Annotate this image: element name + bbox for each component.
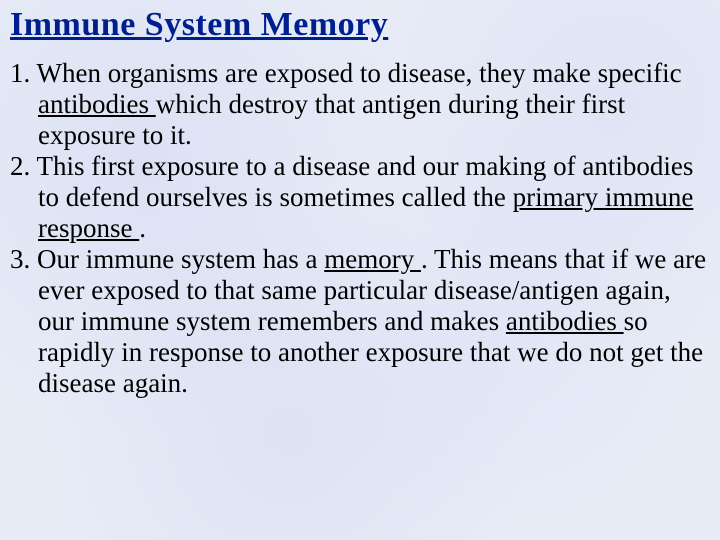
fill-blank: response — [38, 213, 139, 243]
list-item-number: 3. — [10, 244, 37, 274]
body-run: . — [139, 213, 146, 243]
body-run: Our immune system has a — [37, 244, 324, 274]
page-title: Immune System Memory — [10, 6, 710, 44]
list-item: 3. Our immune system has a memory . This… — [10, 244, 710, 399]
list-item: 1. When organisms are exposed to disease… — [10, 58, 710, 151]
list-item-number: 1. — [10, 58, 37, 88]
body-run: When organisms are exposed to disease, t… — [37, 58, 682, 88]
fill-blank: antibodies — [38, 89, 156, 119]
list-item: 2. This first exposure to a disease and … — [10, 151, 710, 244]
fill-blank: primary — [513, 182, 605, 212]
slide-page: Immune System Memory 1. When organisms a… — [0, 0, 720, 540]
fill-blank: memory — [324, 244, 421, 274]
list-item-number: 2. — [10, 151, 37, 181]
fill-blank: immune — [605, 182, 694, 212]
body-text-container: 1. When organisms are exposed to disease… — [10, 58, 710, 400]
fill-blank: antibodies — [506, 306, 624, 336]
